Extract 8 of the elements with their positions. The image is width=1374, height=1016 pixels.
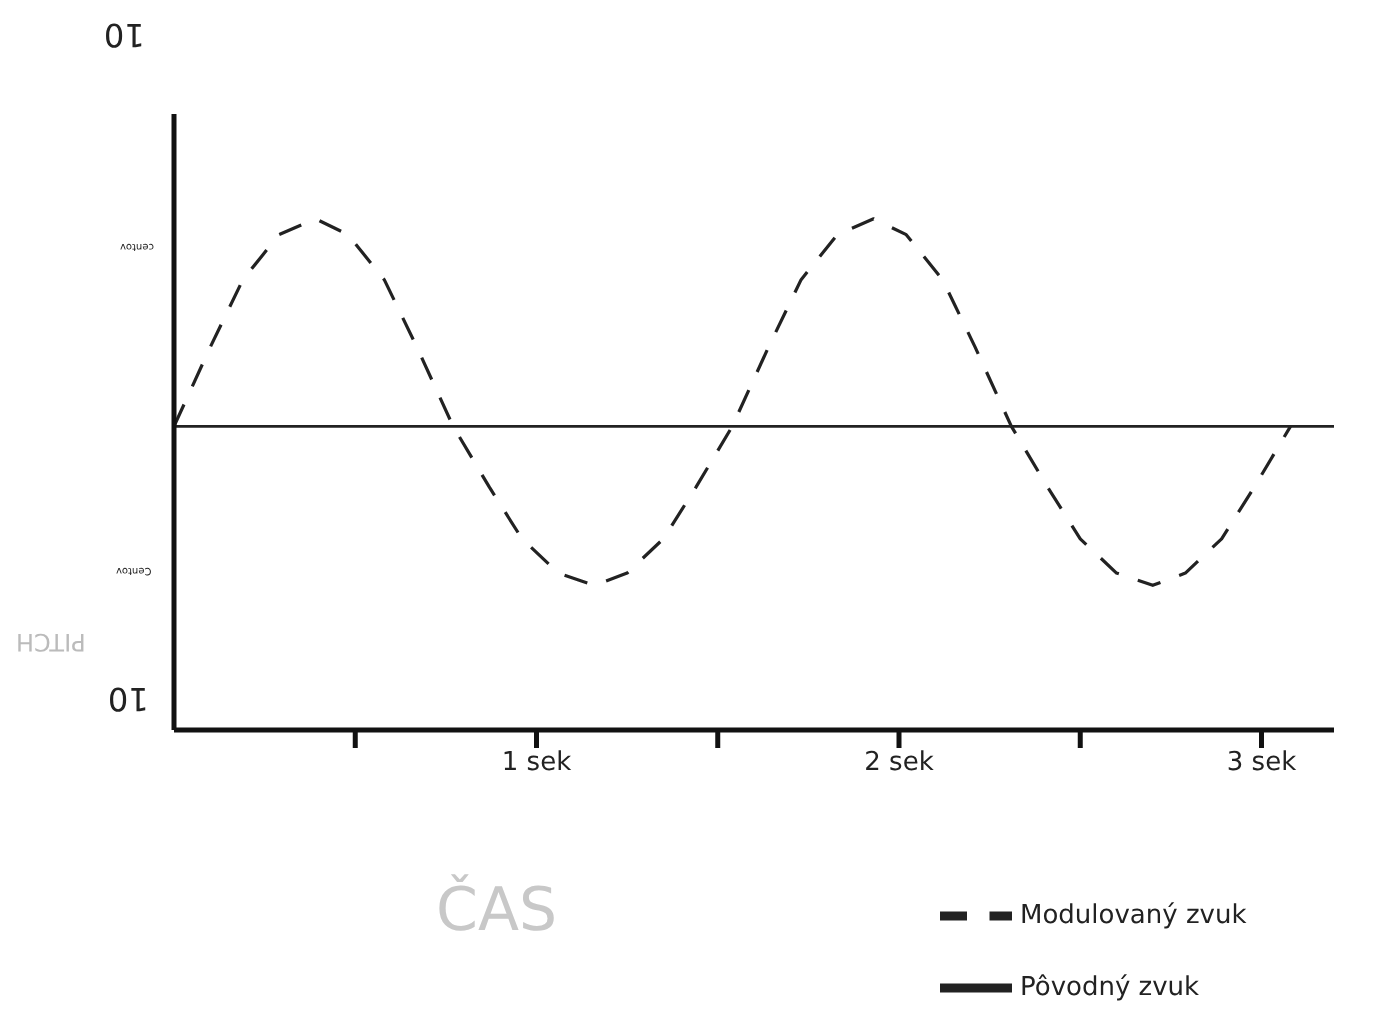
x-tick-label: 1 sek <box>501 748 573 779</box>
y-axis-title: PITCH <box>16 628 86 656</box>
legend-label: Modulovaný zvuk <box>1020 901 1247 932</box>
text: 10 <box>104 16 145 55</box>
legend-label: Pôvodný zvuk <box>1020 973 1200 1004</box>
text: 10 <box>108 680 149 719</box>
x-tick-label: 3 sek <box>1226 748 1298 779</box>
x-tick-label: 2 sek <box>864 748 935 779</box>
